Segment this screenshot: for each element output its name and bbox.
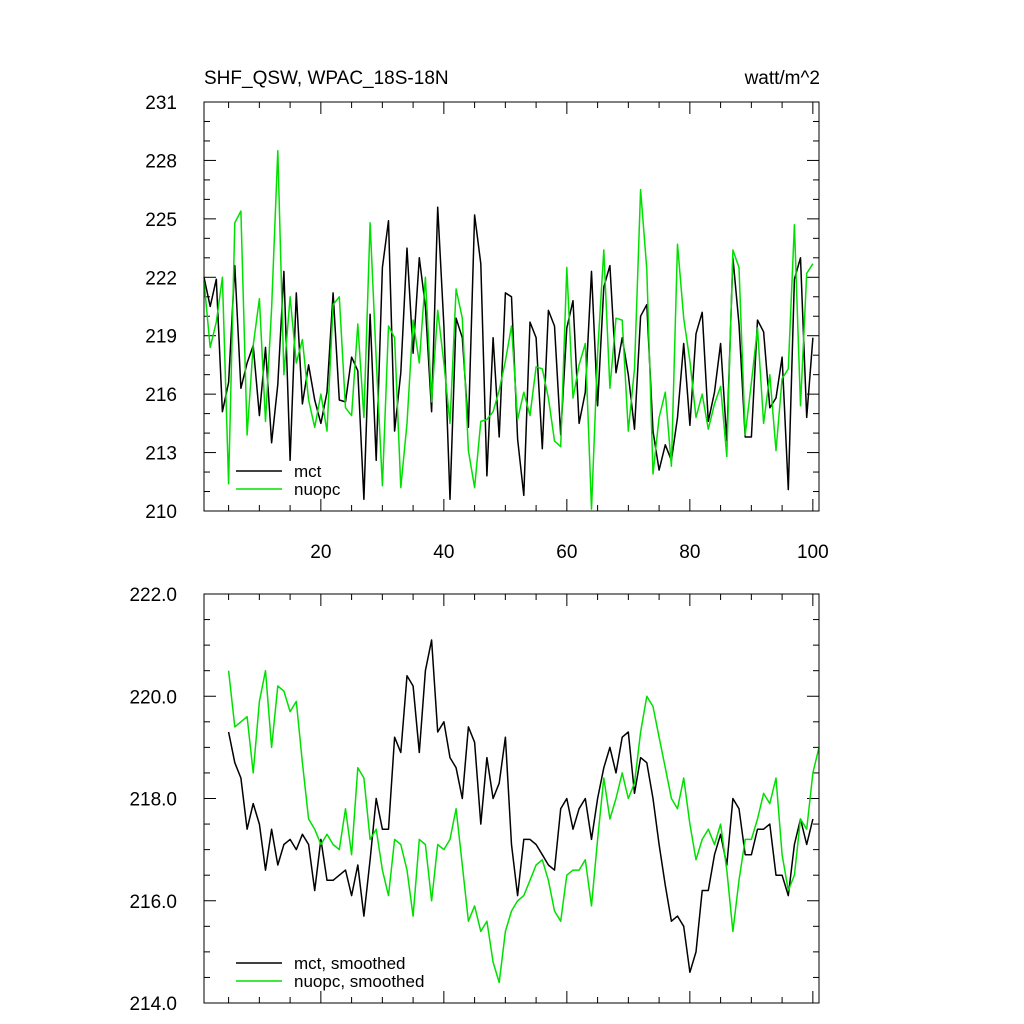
legend-label-mct-smoothed: mct, smoothed [294, 954, 406, 973]
y-tick-label: 213 [145, 444, 177, 465]
bottom-plot-frame [203, 593, 820, 1004]
x-tick-label: 80 [679, 542, 700, 563]
y-tick-label: 222 [145, 268, 177, 289]
y-tick-label: 228 [145, 151, 177, 172]
x-tick-label: 100 [797, 542, 829, 563]
legend-label-nuopc: nuopc [294, 480, 341, 499]
legend-label-nuopc-smoothed: nuopc, smoothed [294, 972, 424, 991]
x-tick-label: 40 [433, 542, 454, 563]
chart-title: SHF_QSW, WPAC_18S-18N [204, 68, 449, 89]
y-tick-label: 219 [145, 327, 177, 348]
top-legend: mct nuopc [236, 462, 341, 499]
y-tick-label: 216 [145, 385, 177, 406]
bottom-line-chart: 214.0 216.0 218.0 220.0 222.0 mct, smoothed … [129, 585, 820, 1015]
series-line-nuopc-smoothed [227, 669, 820, 984]
y-tick-label: 220.0 [129, 687, 177, 708]
y-tick-label: 225 [145, 210, 177, 231]
y-tick-label: 222.0 [129, 585, 177, 606]
series-line-nuopc [203, 149, 814, 510]
y-tick-label: 216.0 [129, 892, 177, 913]
top-series [203, 149, 814, 510]
top-line-chart: SHF_QSW, WPAC_18S-18N watt/m^2 20 40 60 80 1… [145, 68, 828, 563]
series-line-mct-smoothed [227, 639, 814, 974]
y-tick-label: 218.0 [129, 790, 177, 811]
bottom-legend: mct, smoothed nuopc, smoothed [236, 954, 424, 991]
top-plot-frame [203, 101, 820, 512]
y-tick-label: 231 [145, 93, 177, 114]
bottom-ticks: 214.0 216.0 218.0 220.0 222.0 [129, 585, 819, 1015]
units-label: watt/m^2 [744, 68, 820, 89]
x-tick-label: 20 [310, 542, 331, 563]
bottom-series [227, 639, 820, 984]
top-ticks: 20 40 60 80 100 210 213 216 219 222 225 228 231 [145, 93, 828, 563]
y-tick-label: 210 [145, 502, 177, 523]
series-line-mct [203, 206, 814, 501]
x-tick-label: 60 [556, 542, 577, 563]
y-tick-label: 214.0 [129, 994, 177, 1015]
legend-label-mct: mct [294, 462, 322, 481]
